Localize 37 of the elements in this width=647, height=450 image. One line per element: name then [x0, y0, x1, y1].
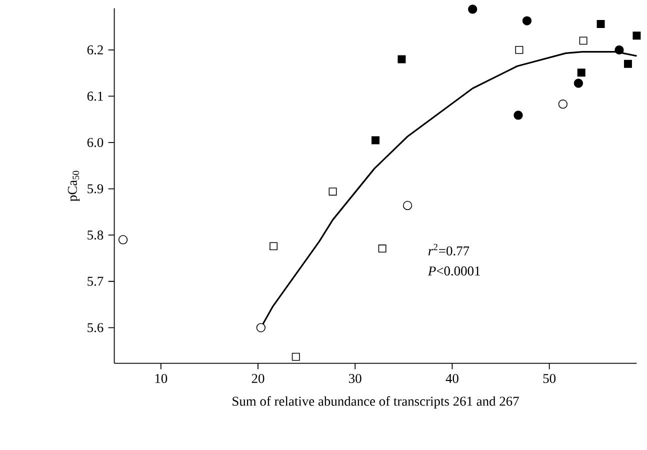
x-tick-label: 40 — [446, 374, 458, 384]
point — [558, 100, 568, 109]
y-tick-label: 5.8 — [88, 230, 104, 240]
y-tick-label: 6.2 — [87, 45, 103, 54]
point — [270, 242, 278, 250]
point — [574, 78, 584, 88]
y-tick-label: 5.7 — [88, 276, 104, 286]
point — [596, 20, 605, 28]
point — [292, 352, 300, 361]
point — [579, 36, 588, 45]
point — [632, 32, 641, 40]
point — [577, 68, 586, 77]
point — [522, 16, 532, 26]
point — [328, 188, 337, 196]
point — [624, 60, 632, 68]
point — [118, 235, 128, 244]
point — [468, 4, 478, 14]
point — [515, 46, 524, 54]
point — [372, 136, 380, 144]
x-tick-label: 30 — [349, 374, 362, 384]
point — [378, 244, 386, 252]
y-tick-label: 6.0 — [87, 138, 104, 148]
x-tick-label: 10 — [155, 374, 168, 384]
y-axis-title: pCa$_{50}$ — [68, 170, 80, 202]
annotation: r$^{2}$=0.77 — [428, 244, 470, 256]
x-tick-label: 20 — [252, 374, 264, 384]
point — [514, 110, 523, 120]
y-tick-label: 5.6 — [88, 323, 104, 332]
point — [256, 323, 266, 332]
point — [398, 55, 406, 64]
point — [614, 45, 624, 55]
y-tick-label: 5.9 — [88, 184, 104, 194]
annotation: P<0.0001 — [428, 266, 480, 276]
point — [402, 200, 412, 210]
x-axis-title: Sum of relative abundance of transcripts 261 and 267 — [232, 396, 519, 409]
y-tick-label: 6.1 — [87, 92, 103, 101]
x-tick-label: 50 — [543, 374, 556, 384]
